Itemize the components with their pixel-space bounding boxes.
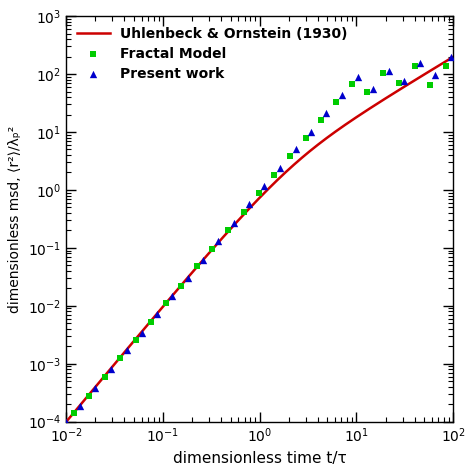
Present work [370,85,377,93]
Fractal Model [193,263,201,270]
Present work [107,365,115,373]
Present work [338,91,346,99]
Fractal Model [395,79,403,87]
Present work [200,256,207,264]
Y-axis label: dimensionless msd, ⟨r²⟩/λₚ²: dimensionless msd, ⟨r²⟩/λₚ² [9,125,22,312]
Uhlenbeck & Ornstein (1930) [234,219,239,225]
Present work [63,418,70,426]
Fractal Model [163,300,170,307]
Uhlenbeck & Ornstein (1930) [365,107,371,112]
Fractal Model [70,410,78,417]
Fractal Model [302,135,310,142]
Fractal Model [178,282,185,290]
Present work [91,384,99,392]
Legend: Uhlenbeck & Ornstein (1930), Fractal Model, Present work: Uhlenbeck & Ornstein (1930), Fractal Mod… [73,23,352,84]
Fractal Model [270,171,278,179]
Fractal Model [255,189,263,197]
Line: Uhlenbeck & Ornstein (1930): Uhlenbeck & Ornstein (1930) [66,57,453,422]
Present work [184,274,191,282]
Fractal Model [442,62,450,69]
Fractal Model [240,208,247,216]
Uhlenbeck & Ornstein (1930) [103,372,109,377]
Fractal Model [286,153,294,160]
Present work [246,201,253,208]
Fractal Model [224,227,232,234]
Fractal Model [208,246,216,253]
Present work [230,219,237,227]
Fractal Model [364,88,371,95]
Uhlenbeck & Ornstein (1930) [450,54,456,60]
Fractal Model [132,336,139,344]
Fractal Model [427,81,434,89]
Fractal Model [116,354,124,362]
Present work [292,146,300,153]
Fractal Model [333,98,340,106]
Present work [354,73,362,81]
Fractal Model [147,318,155,326]
Present work [77,401,84,409]
Present work [385,67,392,74]
Uhlenbeck & Ornstein (1930) [329,131,335,137]
Present work [214,237,222,245]
X-axis label: dimensionless time t/τ: dimensionless time t/τ [173,451,346,465]
Present work [431,72,439,79]
Present work [261,182,268,190]
Present work [416,59,423,67]
Present work [276,164,284,172]
Present work [447,54,455,61]
Fractal Model [348,81,356,88]
Fractal Model [85,392,92,400]
Present work [138,329,146,337]
Present work [323,109,330,117]
Uhlenbeck & Ornstein (1930) [64,419,69,425]
Present work [123,346,130,354]
Present work [153,310,161,318]
Present work [307,128,315,136]
Uhlenbeck & Ornstein (1930) [220,235,226,240]
Fractal Model [101,373,109,380]
Present work [400,78,408,85]
Fractal Model [380,69,387,77]
Fractal Model [317,117,325,124]
Present work [169,292,176,300]
Uhlenbeck & Ornstein (1930) [372,102,378,108]
Fractal Model [411,62,419,69]
